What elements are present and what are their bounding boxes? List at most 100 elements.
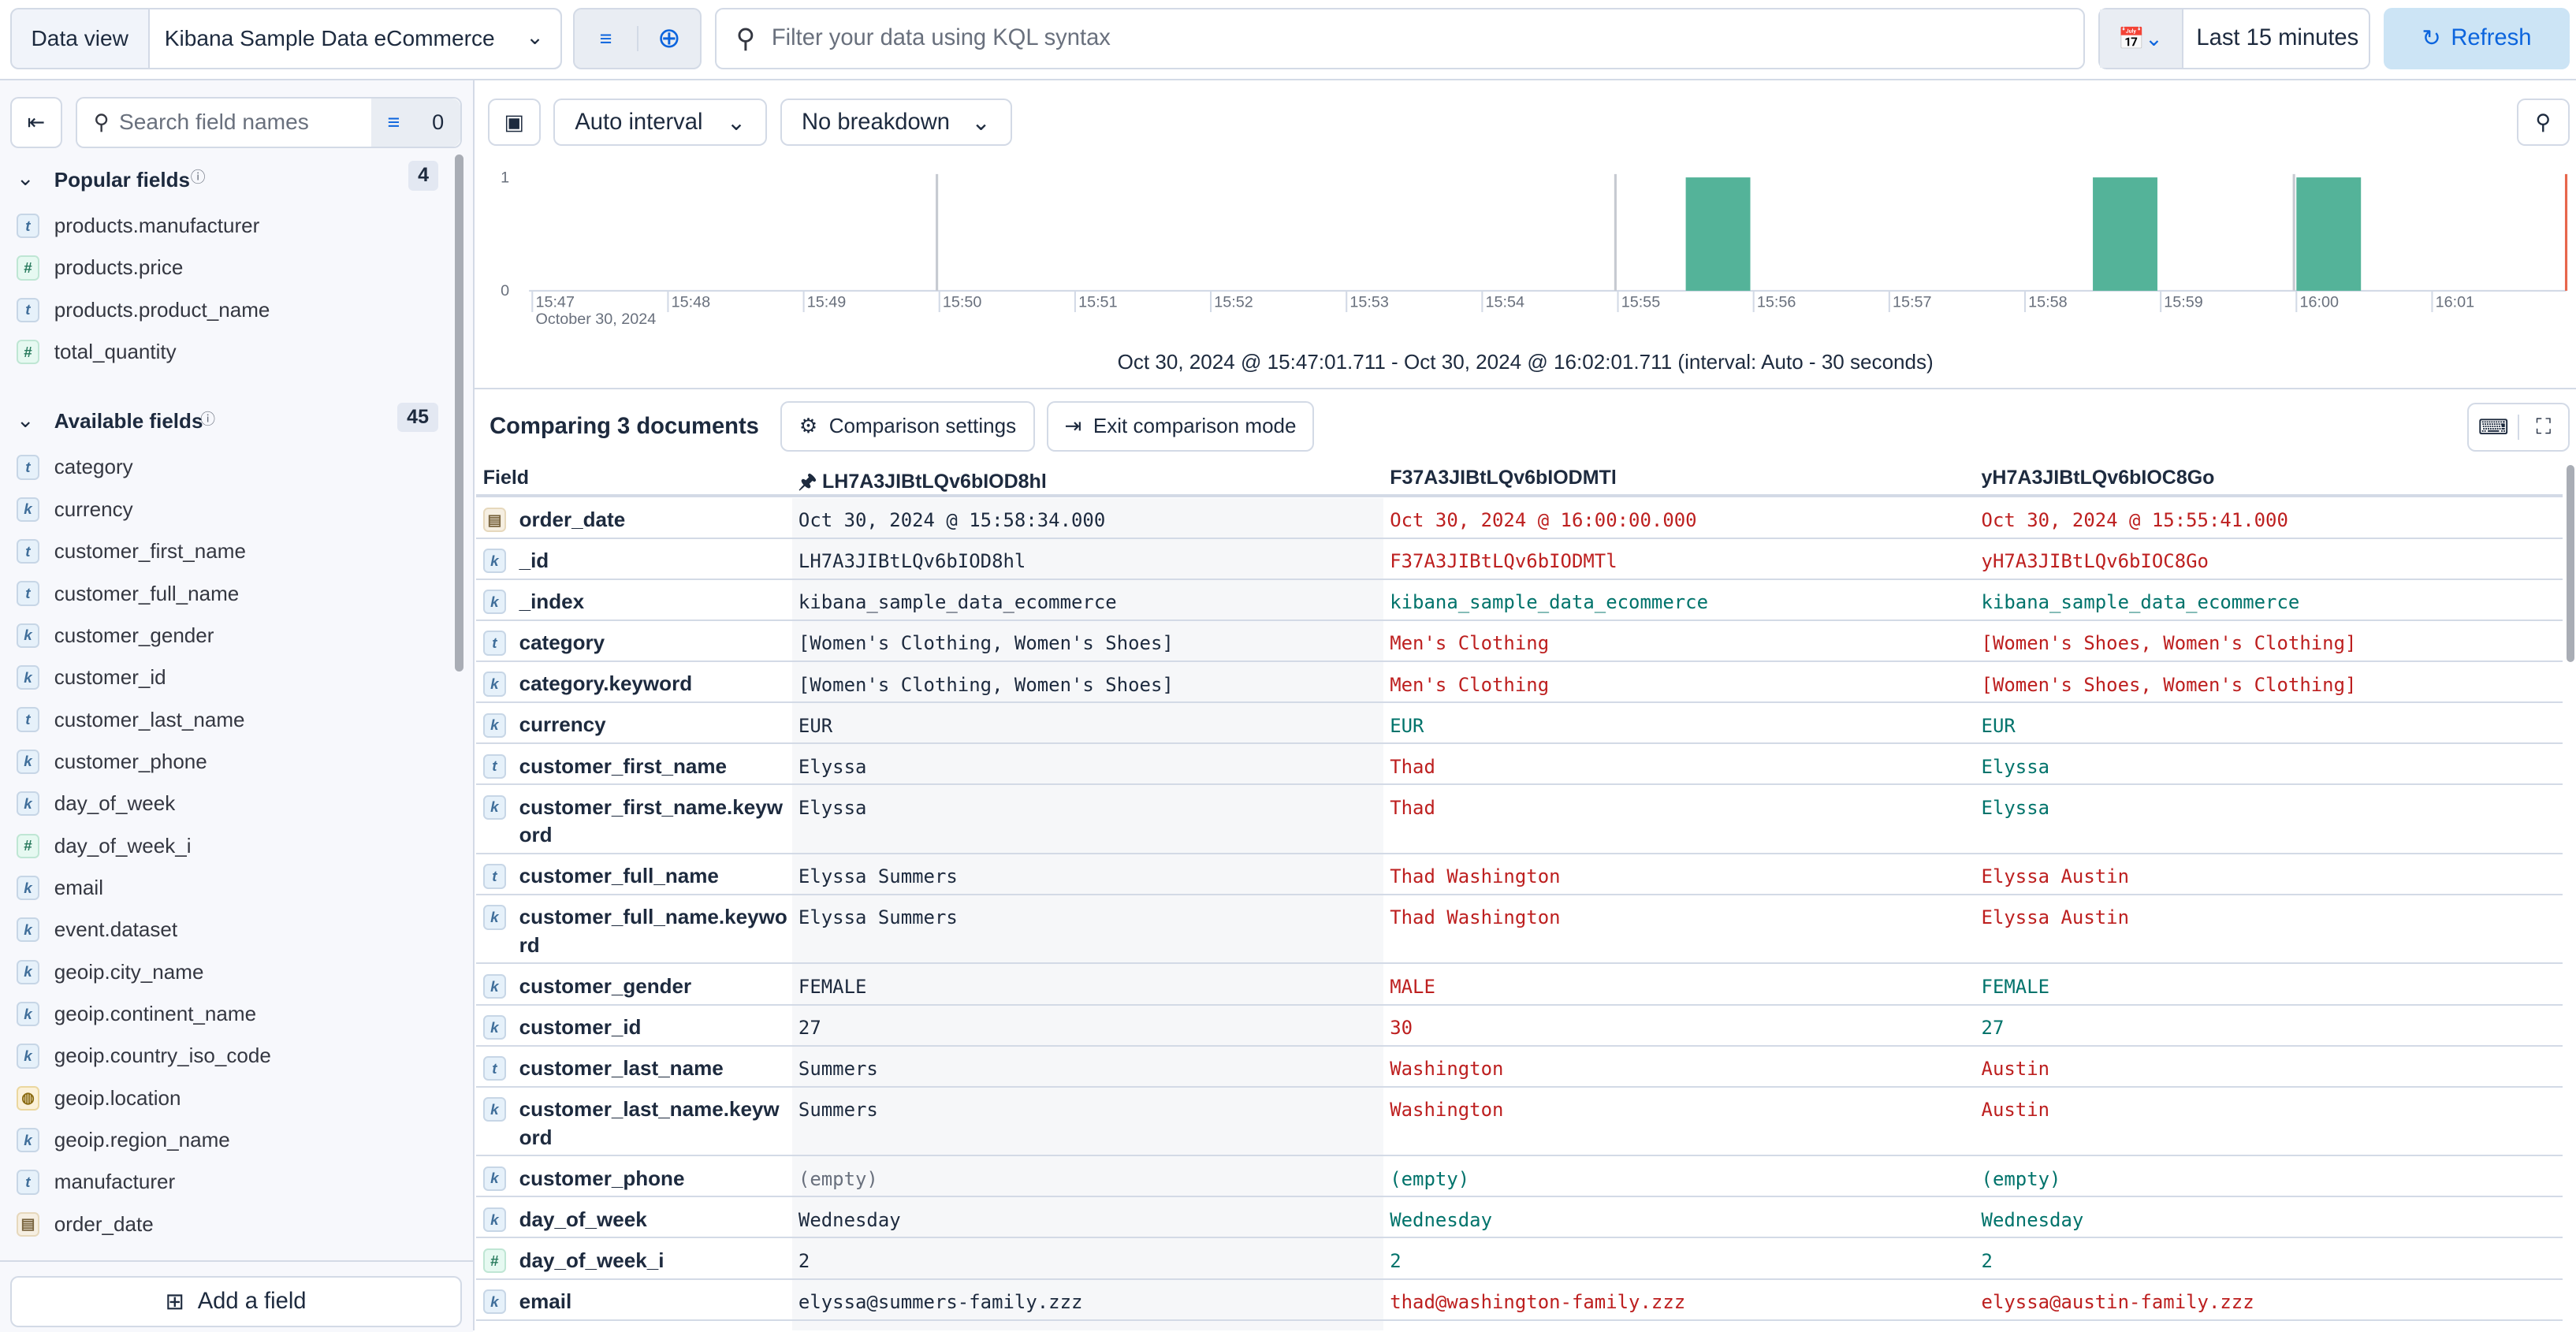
calendar-icon[interactable]: 📅⌄ xyxy=(2099,9,2183,68)
field-name: email xyxy=(54,876,103,899)
time-picker[interactable]: 📅⌄ Last 15 minutes xyxy=(2098,8,2371,69)
chart-options-button[interactable]: ▣ xyxy=(488,99,541,147)
search-icon: ⚲ xyxy=(93,110,110,135)
add-filter-icon[interactable]: ⊕ xyxy=(657,22,681,54)
field-name: customer_first_name.keyword xyxy=(519,794,784,847)
collapse-sidebar-button[interactable]: ⇤ xyxy=(9,96,63,148)
table-row: k customer_first_name.keyword Elyssa Thad El… xyxy=(476,785,2563,854)
table-row: k _index kibana_sample_data_ecommerce kiban… xyxy=(476,580,2563,621)
field-name: geoip.location xyxy=(54,1085,181,1110)
doc-value: kibana_sample_data_ecommerce xyxy=(1390,591,1709,614)
table-scrollbar[interactable] xyxy=(2566,464,2574,662)
doc-value: Oct 30, 2024 @ 15:55:41.000 xyxy=(1981,509,2288,532)
field-name: customer_full_name xyxy=(54,581,240,605)
field-item[interactable]: ▤ order_date xyxy=(16,1211,154,1237)
table-row: k email elyssa@summers-family.zzz thad@wash… xyxy=(476,1280,2563,1321)
field-item[interactable]: k geoip.continent_name xyxy=(16,1001,256,1027)
field-type-icon: t xyxy=(16,213,39,239)
available-fields-header[interactable]: ⌄ Available fields ⓘ 45 xyxy=(0,401,475,447)
field-item[interactable]: k email xyxy=(16,875,103,901)
field-item[interactable]: k event.dataset xyxy=(16,917,177,943)
field-name: category xyxy=(54,455,133,479)
add-field-button[interactable]: ⊞ Add a field xyxy=(9,1276,462,1328)
field-item[interactable]: t customer_last_name xyxy=(16,707,245,732)
filter-buttons: ≡ ⊕ xyxy=(573,8,702,69)
field-item[interactable]: t category xyxy=(16,455,133,480)
table-row: k customer_gender FEMALE MALE FEMALE xyxy=(476,964,2563,1006)
refresh-label: Refresh xyxy=(2451,25,2532,51)
field-item[interactable]: t customer_full_name xyxy=(16,581,240,606)
keyboard-icon[interactable]: ⌨ xyxy=(2469,414,2520,440)
field-item[interactable]: # total_quantity xyxy=(16,340,177,365)
doc-column-header[interactable]: F37A3JIBtLQv6bIODMTl xyxy=(1390,466,1617,489)
field-type-icon: t xyxy=(482,753,506,779)
field-search[interactable]: ⚲ Search field names ≡ 0 xyxy=(75,96,462,148)
doc-value: Elyssa xyxy=(798,755,867,778)
field-name: products.price xyxy=(54,255,184,280)
field-item[interactable]: k customer_id xyxy=(16,665,166,690)
field-item[interactable]: k day_of_week xyxy=(16,791,175,817)
field-item[interactable]: t products.product_name xyxy=(16,297,270,322)
field-name: currency xyxy=(519,713,606,737)
field-name: customer_first_name xyxy=(54,539,246,564)
field-type-icon: k xyxy=(16,1128,39,1153)
histogram-chart: 0 1 15:47 15:48 15:49 15:50 15:51 15:52 15:53 15:… xyxy=(501,169,2568,312)
collapse-icon: ⇤ xyxy=(27,110,46,135)
query-input[interactable]: Filter your data using KQL syntax xyxy=(771,25,1111,51)
field-item[interactable]: # day_of_week_i xyxy=(16,833,192,858)
histogram-panel: ▣ Auto interval ⌄ No breakdown ⌄ ⚲ xyxy=(475,80,2576,389)
chevron-down-icon: ⌄ xyxy=(526,24,544,50)
doc-value: Elyssa Austin xyxy=(1981,865,2130,888)
doc-value: 27 xyxy=(1981,1017,2005,1040)
doc-value: MALE xyxy=(1390,976,1435,998)
field-item[interactable]: k geoip.country_iso_code xyxy=(16,1044,271,1069)
field-item[interactable]: k geoip.region_name xyxy=(16,1128,230,1153)
field-item[interactable]: t customer_first_name xyxy=(16,539,246,564)
doc-value: Thad Washington xyxy=(1390,865,1561,888)
field-type-icon: k xyxy=(482,905,506,930)
x-tick-label: 15:59 xyxy=(2164,294,2203,311)
field-item[interactable]: k geoip.city_name xyxy=(16,959,203,984)
field-item[interactable]: t manufacturer xyxy=(16,1170,175,1195)
query-bar[interactable]: ⚲ Filter your data using KQL syntax xyxy=(714,8,2085,69)
breakdown-select[interactable]: No breakdown ⌄ xyxy=(780,99,1012,147)
inspect-button[interactable]: ⚲ xyxy=(2516,99,2570,147)
field-item[interactable]: k currency xyxy=(16,497,133,522)
field-name: order_date xyxy=(54,1211,154,1236)
exit-comparison-button[interactable]: ⇥ Exit comparison mode xyxy=(1046,400,1315,452)
field-item[interactable]: t products.manufacturer xyxy=(16,213,259,239)
doc-column-header[interactable]: yH7A3JIBtLQv6bIOC8Go xyxy=(1981,466,2215,489)
doc-value: elyssa@summers-family.zzz xyxy=(798,1291,1083,1314)
y-tick-label: 1 xyxy=(501,169,509,186)
filter-icon[interactable]: ≡ xyxy=(575,25,638,51)
comparison-settings-button[interactable]: ⚙ Comparison settings xyxy=(780,400,1036,452)
doc-column-header[interactable]: 🖈 LH7A3JIBtLQv6bIOD8hl xyxy=(798,460,1047,495)
interval-select[interactable]: Auto interval ⌄ xyxy=(553,99,768,147)
field-type-icon: k xyxy=(482,1289,506,1315)
sidebar-scrollbar[interactable] xyxy=(455,154,463,672)
doc-value: kibana_sample_data_ecommerce xyxy=(798,591,1117,614)
field-item[interactable]: k customer_gender xyxy=(16,623,214,648)
field-filter-button[interactable]: ≡ 0 xyxy=(371,98,460,147)
popular-fields-header[interactable]: ⌄ Popular fields ⓘ 4 xyxy=(0,159,475,205)
help-icon: ⓘ xyxy=(200,410,216,427)
field-item[interactable]: k customer_phone xyxy=(16,749,207,775)
fullscreen-icon[interactable]: ⛶ xyxy=(2536,414,2552,439)
table-row: t customer_full_name Elyssa Summers Thad Wa… xyxy=(476,854,2563,895)
field-type-icon: # xyxy=(16,833,39,858)
refresh-button[interactable]: ↻ Refresh xyxy=(2384,8,2570,69)
data-view-picker[interactable]: Data view Kibana Sample Data eCommerce ⌄ xyxy=(9,8,562,69)
table-row: k customer_last_name.keyword Summers Washin… xyxy=(476,1088,2563,1157)
field-type-icon: k xyxy=(16,791,39,817)
table-row: t customer_first_name Elyssa Thad Elyssa xyxy=(476,744,2563,786)
popular-fields-count: 4 xyxy=(408,161,439,191)
field-name: email xyxy=(519,1289,572,1313)
table-row: k customer_phone (empty) (empty) (empty) xyxy=(476,1156,2563,1198)
field-item[interactable]: ◍ geoip.location xyxy=(16,1085,181,1111)
field-item[interactable]: # products.price xyxy=(16,255,184,281)
field-name: day_of_week_i xyxy=(519,1248,664,1272)
grid-controls: ⌨ ⛶ xyxy=(2467,402,2570,452)
field-search-input[interactable]: Search field names xyxy=(119,110,309,135)
field-type-icon: k xyxy=(16,497,39,522)
field-type-icon: k xyxy=(482,1097,506,1122)
